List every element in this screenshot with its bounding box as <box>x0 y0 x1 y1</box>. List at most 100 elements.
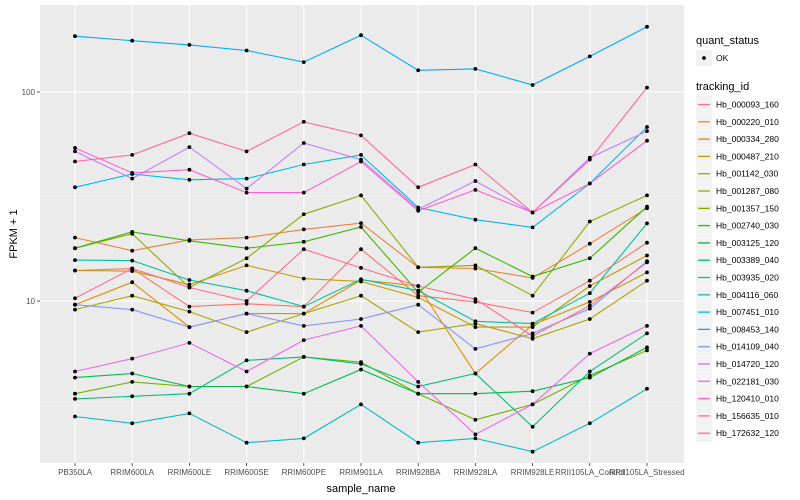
data-point <box>530 336 535 341</box>
data-point <box>73 34 77 39</box>
data-point <box>301 276 306 281</box>
data-point <box>530 225 535 230</box>
data-point <box>130 356 135 361</box>
data-point <box>301 119 306 124</box>
data-point <box>473 371 478 376</box>
data-point <box>244 246 249 251</box>
shape-legend-title: quant_status <box>696 35 759 47</box>
data-point <box>359 247 363 252</box>
data-point <box>416 302 421 307</box>
data-point <box>473 319 478 324</box>
data-point <box>244 299 249 303</box>
data-point <box>187 304 192 309</box>
data-point <box>73 159 77 164</box>
data-point <box>301 227 306 232</box>
data-point <box>301 212 306 217</box>
data-point <box>473 188 478 192</box>
legend-label: Hb_004116_060 <box>716 290 779 300</box>
data-point <box>359 225 363 229</box>
data-point <box>244 358 249 363</box>
data-point <box>244 190 249 195</box>
data-point <box>416 185 421 190</box>
data-point <box>244 288 249 293</box>
legend-label: Hb_003125_120 <box>716 238 779 248</box>
data-point <box>416 295 421 300</box>
data-point <box>359 402 363 407</box>
data-point <box>530 83 535 87</box>
data-point <box>359 33 363 38</box>
data-point <box>187 177 192 182</box>
data-point <box>301 311 306 316</box>
data-point <box>359 277 363 282</box>
data-point <box>416 440 421 445</box>
data-point <box>473 325 478 329</box>
data-point <box>645 345 649 350</box>
data-point <box>187 309 192 314</box>
data-point <box>416 284 421 288</box>
data-point <box>130 394 135 399</box>
data-point <box>301 247 306 252</box>
data-point <box>587 54 592 59</box>
data-point <box>473 266 478 271</box>
data-point <box>416 391 421 396</box>
legend: quant_status OK tracking_id Hb_000093_16… <box>696 35 779 442</box>
data-point <box>187 391 192 396</box>
data-point <box>645 324 649 328</box>
data-point <box>473 432 478 437</box>
data-point <box>645 85 649 90</box>
data-point <box>359 367 363 372</box>
data-point <box>645 260 649 265</box>
data-point <box>73 369 77 374</box>
data-point <box>187 145 192 150</box>
data-point <box>587 284 592 288</box>
data-point <box>645 240 649 245</box>
data-point <box>473 297 478 302</box>
data-point <box>187 325 192 329</box>
data-point <box>73 375 77 380</box>
data-point <box>587 317 592 321</box>
y-axis-title: FPKM + 1 <box>8 209 20 258</box>
data-point <box>187 131 192 136</box>
x-tick-label: RRII105LA_Control <box>555 468 625 477</box>
data-point <box>359 193 363 198</box>
data-point <box>244 263 249 268</box>
data-point <box>645 204 649 209</box>
data-point <box>416 330 421 334</box>
legend-label: Hb_014109_040 <box>716 342 779 352</box>
data-point <box>130 176 135 181</box>
data-point <box>473 162 478 167</box>
data-point <box>530 424 535 429</box>
y-tick-label: 100 <box>22 88 36 97</box>
data-point <box>416 265 421 270</box>
data-point <box>473 391 478 396</box>
legend-label: Hb_120410_010 <box>716 394 779 404</box>
x-axis-title: sample_name <box>326 483 395 495</box>
data-point <box>130 421 135 426</box>
data-point <box>359 153 363 157</box>
data-point <box>645 138 649 143</box>
data-point <box>473 417 478 422</box>
x-tick-label: RRII105LA_Stressed <box>609 468 684 477</box>
legend-label: Hb_008453_140 <box>716 324 779 334</box>
y-tick-label: 10 <box>26 297 35 306</box>
data-point <box>187 285 192 290</box>
data-point <box>130 307 135 312</box>
data-point <box>130 371 135 376</box>
data-point <box>187 411 192 416</box>
data-point <box>187 384 192 389</box>
data-point <box>645 253 649 258</box>
data-point <box>301 141 306 145</box>
legend-label: Hb_000487_210 <box>716 151 779 161</box>
data-point <box>587 303 592 308</box>
x-tick-label: RRIM928BA <box>396 468 441 477</box>
data-point <box>73 296 77 301</box>
data-point <box>130 38 135 43</box>
data-point <box>73 302 77 307</box>
color-legend-title: tracking_id <box>696 81 749 93</box>
data-point <box>473 179 478 183</box>
legend-label: Hb_000334_280 <box>716 134 779 144</box>
data-point <box>73 146 77 150</box>
data-point <box>473 347 478 351</box>
data-point <box>587 241 592 246</box>
data-point <box>645 386 649 391</box>
